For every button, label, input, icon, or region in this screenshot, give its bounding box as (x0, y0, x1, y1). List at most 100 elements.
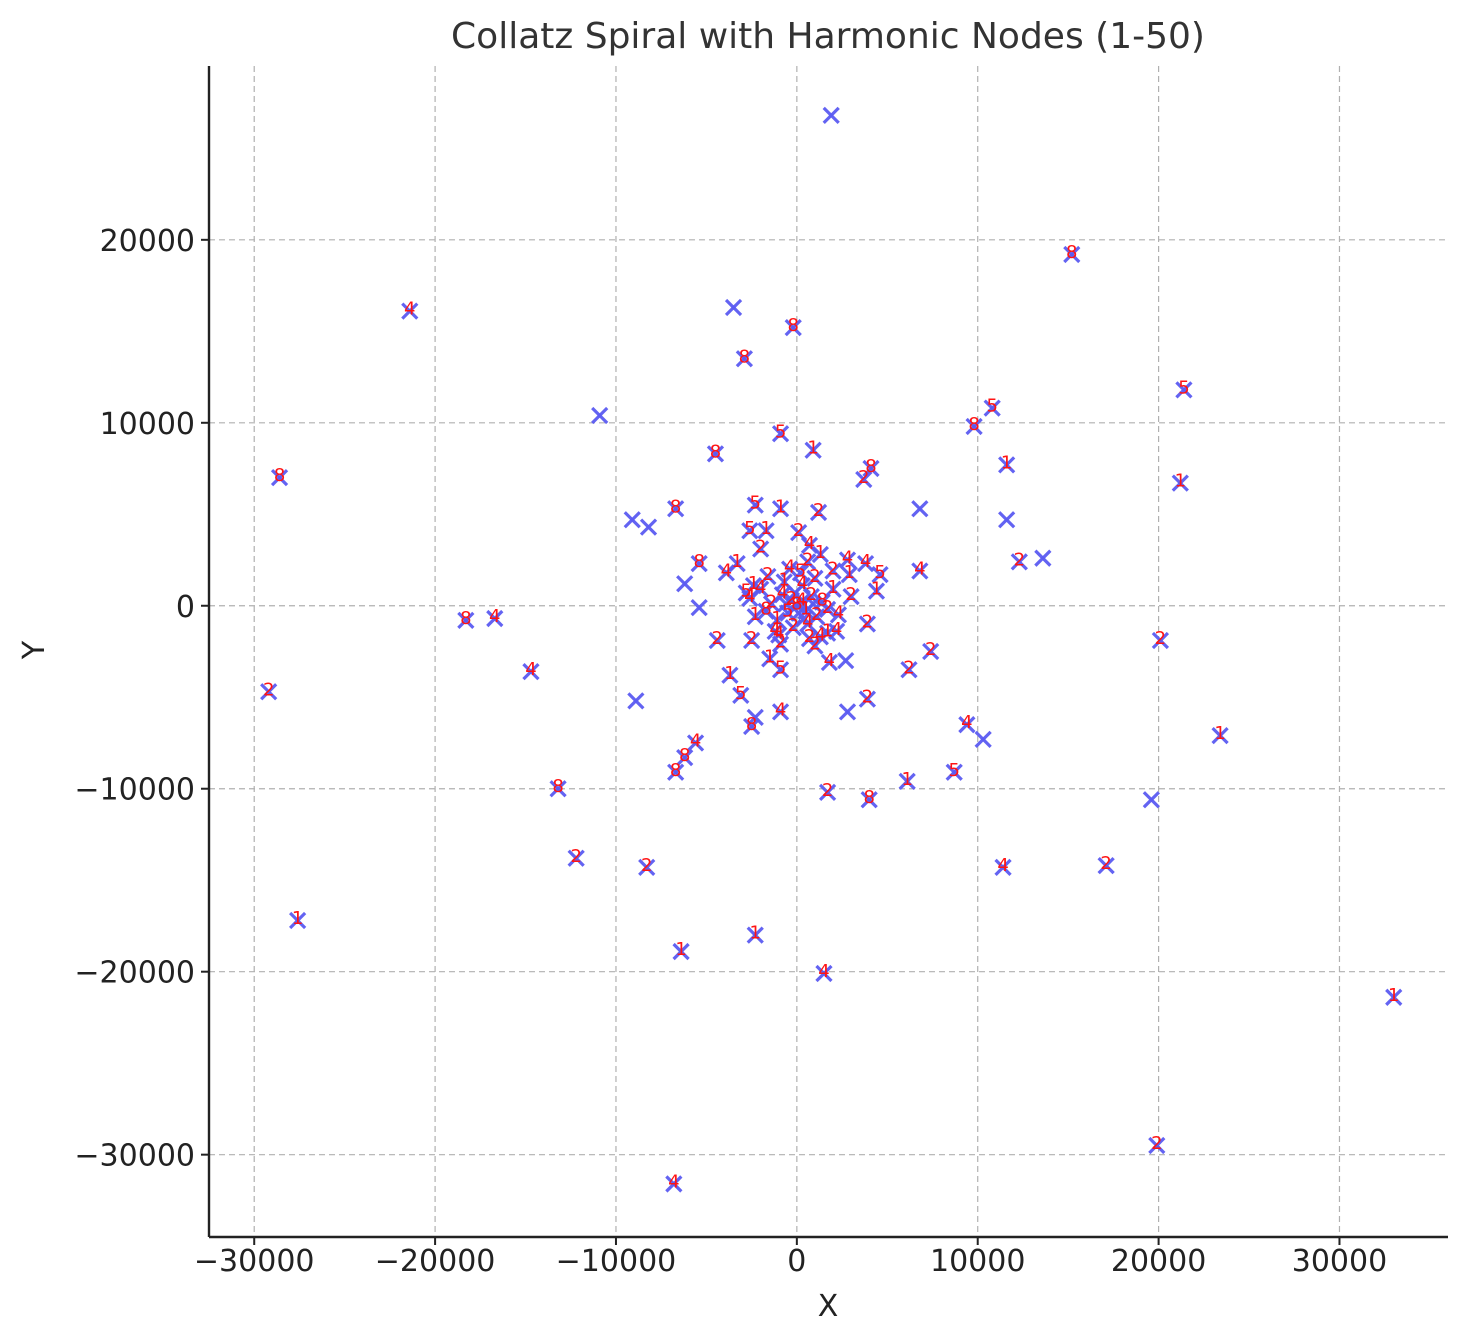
data-point-marker (1063, 245, 1081, 264)
node-label: 5 (795, 560, 806, 581)
data-point-marker (822, 106, 840, 125)
node-label: 4 (842, 548, 853, 569)
node-label: 1 (822, 621, 833, 642)
data-point-marker (898, 772, 916, 791)
node-label: 2 (925, 639, 936, 660)
node-label: 1 (771, 608, 782, 629)
data-point-marker (260, 683, 278, 701)
data-point-marker (746, 926, 764, 944)
node-label: 1 (1388, 985, 1399, 1006)
node-label: 1 (748, 573, 759, 594)
data-point-marker (771, 703, 790, 721)
data-point-marker (799, 553, 817, 571)
y-tick-label: −10000 (74, 773, 195, 808)
data-point-marker (867, 582, 886, 600)
node-label: 2 (1014, 549, 1025, 570)
data-point-marker (829, 606, 848, 624)
data-point-marker (759, 567, 777, 586)
x-tick-label: 0 (787, 1244, 806, 1279)
node-label: 1 (778, 569, 789, 590)
node-label: 4 (777, 582, 788, 603)
data-point-marker (708, 631, 726, 650)
data-point-marker (790, 604, 808, 622)
data-point-marker (771, 500, 790, 518)
node-label: 8 (460, 608, 471, 629)
node-label: 5 (874, 562, 885, 583)
data-point-marker (1148, 1136, 1166, 1155)
data-point-marker (820, 653, 839, 672)
axes-layer (207, 66, 1448, 1239)
node-label: 8 (788, 315, 799, 336)
data-point-marker (757, 602, 775, 620)
node-label: 4 (815, 624, 826, 645)
node-label: 2 (845, 584, 856, 605)
node-label: 5 (740, 580, 751, 601)
x-tick-label: −10000 (556, 1244, 677, 1279)
data-point-marker (686, 734, 705, 752)
node-label: 4 (860, 551, 871, 572)
node-label: 2 (766, 591, 777, 612)
node-label: 2 (570, 846, 581, 867)
node-label: 1 (827, 577, 838, 598)
data-point-marker (838, 703, 857, 721)
node-label: 2 (788, 615, 799, 636)
node-label: 2 (804, 626, 815, 647)
node-label: 8 (739, 346, 750, 367)
node-label: 8 (746, 714, 757, 735)
data-point-marker (486, 609, 504, 628)
node-label: 1 (807, 438, 818, 459)
data-point-marker (998, 511, 1016, 529)
node-label: 5 (775, 421, 786, 442)
node-label: 4 (914, 558, 925, 579)
x-tick-label: 20000 (1111, 1244, 1206, 1279)
node-label: 2 (802, 549, 813, 570)
data-point-marker (1385, 988, 1403, 1006)
node-label: 4 (769, 619, 780, 640)
data-point-marker (860, 791, 878, 809)
data-point-marker (591, 406, 609, 425)
data-point-marker (771, 661, 790, 679)
data-point-marker (672, 942, 690, 961)
data-point-marker (945, 763, 963, 781)
x-tick-label: −20000 (375, 1244, 496, 1279)
markers-layer (260, 106, 1403, 1193)
data-point-marker (838, 551, 857, 569)
grid-layer (209, 66, 1448, 1237)
node-label: 4 (797, 573, 808, 594)
node-label: 1 (731, 551, 742, 572)
data-point-marker (983, 399, 1001, 417)
data-point-marker (1097, 856, 1115, 875)
data-point-marker (1211, 727, 1229, 745)
data-point-marker (965, 417, 983, 436)
node-label: 1 (1175, 471, 1186, 492)
data-point-marker (667, 500, 685, 518)
data-point-marker (911, 562, 929, 580)
node-label: 5 (735, 683, 746, 704)
data-point-marker (457, 611, 475, 630)
data-point-marker (757, 522, 775, 540)
data-point-marker (1151, 631, 1170, 650)
node-label: 2 (827, 558, 838, 579)
data-point-marker (856, 555, 875, 573)
node-label: 2 (811, 604, 822, 625)
data-point-marker (288, 911, 307, 930)
data-point-marker (752, 580, 770, 598)
node-label: 2 (806, 584, 817, 605)
data-point-marker (911, 500, 929, 518)
node-label: 4 (668, 1171, 679, 1192)
data-point-marker (900, 661, 918, 679)
node-label: 1 (750, 604, 761, 625)
data-point-marker (1175, 381, 1193, 399)
data-point-marker (401, 302, 419, 320)
data-point-marker (818, 600, 837, 619)
node-label: 5 (948, 760, 959, 781)
node-label: 8 (693, 551, 704, 572)
node-label: 2 (858, 467, 869, 488)
chart-title: Collatz Spiral with Harmonic Nodes (1-50… (451, 16, 1205, 57)
node-label: 5 (750, 493, 761, 514)
node-label: 2 (813, 500, 824, 521)
node-label: 4 (997, 855, 1008, 876)
node-label: 8 (1066, 242, 1077, 263)
